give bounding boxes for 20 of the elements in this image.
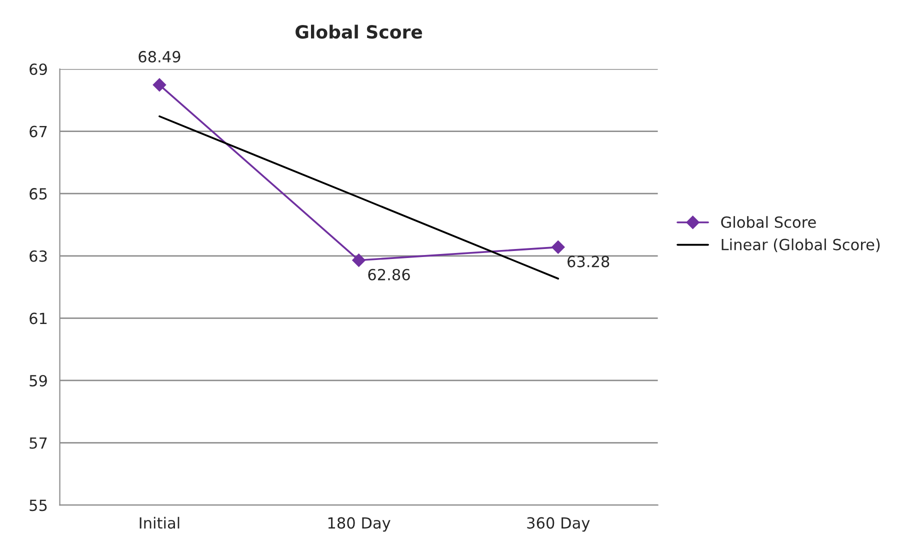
data-label: 62.86 [368,268,410,280]
x-tick-label: Initial [140,516,180,529]
point [352,253,366,268]
legend-label: Global Score [721,216,816,228]
chart-title: Global Score [296,24,422,39]
legend-label: Linear (Global Score) [722,238,880,252]
y-tick-label: 55 [30,500,47,512]
point [152,78,166,92]
data-label: 68.49 [138,50,180,62]
x-tick-label: 360 Day [527,517,590,532]
data-label: 63.28 [568,256,610,268]
y-tick-label: 61 [30,312,47,324]
point [551,240,566,254]
y-tick-label: 57 [30,437,47,449]
y-tick-label: 67 [30,126,47,138]
y-tick-label: 65 [30,188,47,200]
y-tick-label: 63 [30,250,47,262]
y-tick-label: 69 [30,63,47,76]
x-tick-label: 180 Day [328,517,390,532]
y-tick-label: 59 [30,374,47,387]
